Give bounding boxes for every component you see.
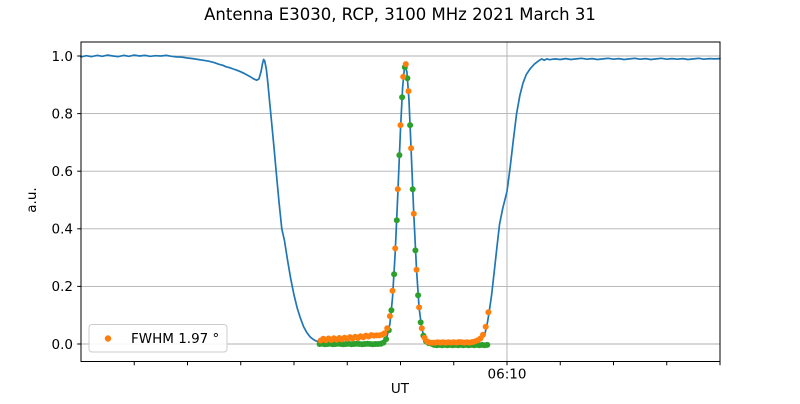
scatter-point <box>417 319 424 326</box>
scatter-point <box>407 122 414 129</box>
scatter-point <box>413 266 420 273</box>
scatter-point <box>408 145 415 152</box>
scatter-point <box>381 330 388 337</box>
legend-box <box>88 324 228 353</box>
scatter-point <box>412 247 419 254</box>
y-tick-label: 1.0 <box>52 49 73 65</box>
y-tick-label: 0.6 <box>52 164 73 180</box>
scatter-point <box>394 186 401 193</box>
legend: FWHM 1.97 ° <box>88 324 228 353</box>
scatter-point <box>405 88 412 95</box>
scatter-point <box>389 287 396 294</box>
scatter-point <box>418 325 425 332</box>
grid-lines <box>81 42 720 362</box>
beam-data-samples-scatter <box>316 64 491 349</box>
scatter-point <box>409 186 416 193</box>
scatter-point <box>485 309 492 316</box>
scatter-point <box>415 292 422 299</box>
scatter-point <box>383 336 390 343</box>
scatter-point <box>410 210 417 217</box>
gaussian-fit-samples-scatter <box>317 61 492 346</box>
legend-label: FWHM 1.97 ° <box>131 331 219 347</box>
y-tick-label: 0.4 <box>52 222 73 238</box>
y-tick-label: 0.2 <box>52 279 73 295</box>
scatter-point <box>416 304 423 311</box>
chart-title: Antenna E3030, RCP, 3100 MHz 2021 March … <box>204 5 596 24</box>
y-tick-label: 0.8 <box>52 106 73 122</box>
scatter-point <box>388 307 395 314</box>
y-axis-label: a.u. <box>24 187 40 212</box>
axes-spines <box>80 41 721 362</box>
x-tick-label: 06:10 <box>488 367 527 383</box>
scatter-point <box>482 323 489 330</box>
plot-area: 06:10 0.0 0.2 0.4 0.6 0.8 1.0 <box>52 41 721 383</box>
scatter-point <box>484 341 491 348</box>
scatter-point <box>399 94 406 101</box>
antenna-signal-line <box>80 54 721 345</box>
scatter-point <box>393 217 400 224</box>
scatter-point <box>402 61 409 68</box>
scatter-point <box>392 245 399 252</box>
scatter-point <box>384 325 391 332</box>
scatter-point <box>397 122 404 129</box>
axis-ticks <box>77 55 721 366</box>
scatter-point <box>396 152 403 159</box>
x-axis-label: UT <box>391 381 410 397</box>
scatter-point <box>386 313 393 320</box>
y-tick-label: 0.0 <box>52 337 73 353</box>
scatter-point <box>400 73 407 80</box>
legend-marker-icon <box>104 335 112 342</box>
scatter-point <box>391 271 398 278</box>
scatter-point <box>480 331 486 338</box>
